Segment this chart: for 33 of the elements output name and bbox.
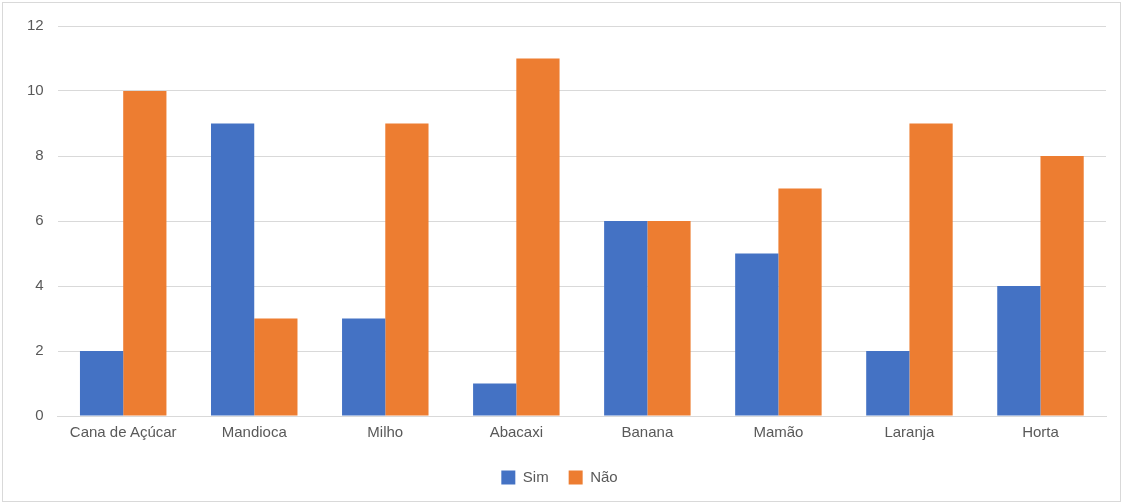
- x-tick-label: Mamão: [753, 423, 804, 441]
- bar: [342, 318, 386, 416]
- bar: [516, 58, 560, 416]
- x-tick-label: Laranja: [884, 423, 936, 441]
- y-tick-label: 0: [35, 406, 44, 424]
- bar: [735, 253, 779, 416]
- bar: [866, 351, 910, 416]
- bar: [997, 286, 1041, 416]
- y-tick-label: 2: [35, 341, 44, 359]
- bar: [254, 318, 298, 416]
- bar: [1040, 156, 1084, 416]
- y-tick-label: 4: [35, 276, 44, 294]
- bar: [385, 123, 429, 416]
- bar: [604, 221, 648, 416]
- x-tick-label: Abacaxi: [489, 423, 544, 441]
- y-tick-label: 8: [35, 146, 44, 164]
- bar: [647, 221, 691, 416]
- bar: [123, 91, 167, 416]
- legend-label: Não: [590, 467, 618, 485]
- bar: [909, 123, 953, 416]
- bar: [211, 123, 255, 416]
- x-tick-label: Cana de Açúcar: [69, 423, 177, 441]
- y-tick-label: 10: [27, 81, 44, 99]
- x-tick-label: Mandioca: [221, 423, 288, 441]
- bar: [778, 188, 822, 416]
- x-tick-label: Banana: [621, 423, 674, 441]
- bar: [473, 383, 517, 416]
- bar: [79, 351, 124, 416]
- x-tick-label: Horta: [1022, 423, 1060, 441]
- y-tick-label: 12: [27, 16, 44, 34]
- x-tick-label: Milho: [367, 423, 404, 441]
- legend-label: Sim: [522, 467, 549, 485]
- y-tick-label: 6: [35, 211, 44, 229]
